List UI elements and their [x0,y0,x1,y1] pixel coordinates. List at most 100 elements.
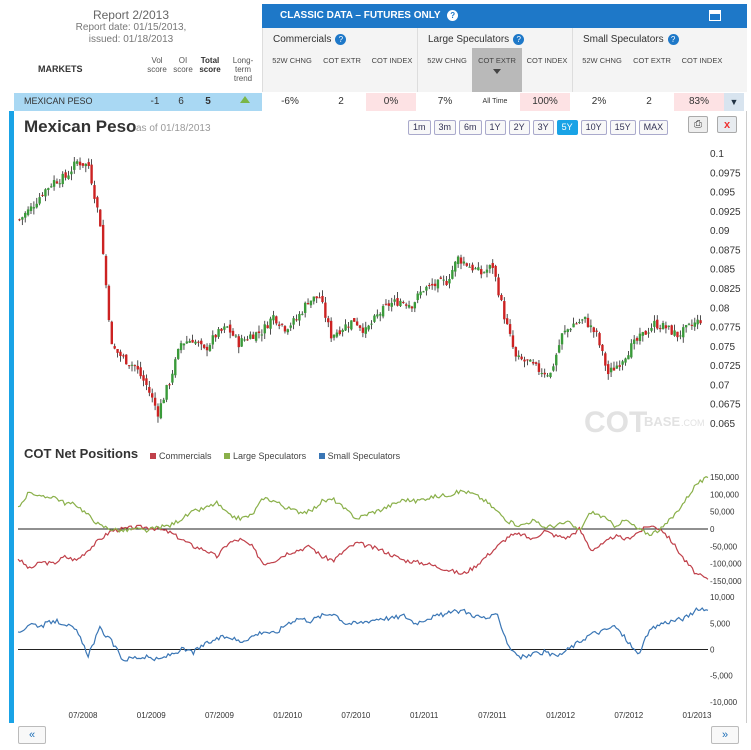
sub-52w-chng[interactable]: 52W CHNG [272,56,312,65]
range-button-6m[interactable]: 6m [459,120,482,135]
help-icon[interactable]: ? [447,10,459,21]
range-button-15y[interactable]: 15Y [609,120,636,135]
net-positions-legend: Commercials Large Speculators Small Spec… [148,451,408,461]
range-button-1m[interactable]: 1m [408,120,431,135]
vol-score: -1 [150,96,160,107]
help-icon[interactable]: ? [667,34,679,45]
candle-body [191,339,194,343]
watermark-cot: COT [584,406,647,439]
candle-body [101,224,105,254]
cot-xtick-label: 07/2010 [341,711,370,720]
candle-body [598,333,601,346]
sub-cot-extr[interactable]: COT EXTR [633,56,671,65]
print-icon[interactable] [709,10,721,21]
candle-body [555,354,558,366]
candle-body [324,302,327,318]
cot-ytick-label: -150,000 [710,577,742,586]
range-button-10y[interactable]: 10Y [580,120,607,135]
sub-cot-extr-selected[interactable]: COT EXTR [472,48,522,92]
price-ytick-label: 0.08 [710,303,730,314]
candle-body [171,373,174,383]
cot-xtick-label: 01/2011 [410,711,439,720]
candle-body [641,332,645,336]
candle-body [546,375,549,377]
price-ytick-label: 0.07 [710,380,730,391]
candle-body [81,163,85,166]
candle-body [185,341,189,344]
candle-body [474,268,477,270]
candle-body [494,265,497,277]
candle-body [670,325,673,335]
candle-body [638,333,642,342]
candle-body [252,334,255,339]
report-info: Report 2/2013 Report date: 01/15/2013, i… [0,0,262,52]
candle-body [246,339,249,341]
candle-body [635,337,639,341]
candle-body [275,316,278,324]
candle-body [159,403,163,419]
candle-body [277,324,281,326]
candle-body [142,375,145,381]
candle-body [529,359,532,362]
comm-cot-index: 0% [383,96,399,107]
sub-cot-index[interactable]: COT INDEX [526,56,568,65]
candle-body [321,295,324,303]
market-row[interactable]: MEXICAN PESO -1 6 5 -6% 2 0% 7% All Time… [0,93,747,111]
candle-body [379,314,382,316]
candle-body [329,320,333,339]
candle-body [145,378,148,386]
candle-body [104,256,108,286]
candle-body [205,346,209,351]
chart-print-button[interactable]: ⎙ [688,116,708,133]
candle-body [139,367,142,377]
cot-xtick-label: 07/2009 [205,711,234,720]
candle-body [609,367,613,373]
markets-column-header: MARKETS [38,64,83,74]
cot-ytick-label: 150,000 [710,473,739,482]
candle-body [560,333,564,345]
help-icon[interactable]: ? [335,34,347,45]
sub-cot-extr[interactable]: COT EXTR [323,56,361,65]
candle-body [335,332,339,337]
candle-body [543,372,546,375]
candle-body [508,324,512,334]
expand-row-button[interactable]: ▼ [724,93,744,111]
candle-body [428,285,431,287]
range-button-2y[interactable]: 2Y [508,120,530,135]
candle-body [592,327,595,333]
candle-body [419,291,422,296]
range-button-1y[interactable]: 1Y [484,120,506,135]
next-button[interactable]: » [711,726,739,744]
legend-small-speculators[interactable]: Small Speculators [317,451,400,461]
legend-large-speculators[interactable]: Large Speculators [222,451,306,461]
help-icon[interactable]: ? [513,34,525,45]
candle-body [413,302,417,309]
sub-cot-index[interactable]: COT INDEX [371,56,413,65]
prev-button[interactable]: « [18,726,46,744]
cot-xtick-label: 01/2010 [273,711,302,720]
sub-52w-chng[interactable]: 52W CHNG [582,56,622,65]
candle-body [165,385,168,400]
price-ytick-label: 0.0725 [710,361,741,372]
cot-ytick-label: 100,000 [710,490,739,499]
sub-52w-chng[interactable]: 52W CHNG [427,56,467,65]
candle-body [32,207,36,209]
range-button-3y[interactable]: 3Y [532,120,554,135]
legend-commercials[interactable]: Commercials [148,451,212,461]
small-52w-chng: 2% [591,96,607,107]
range-button-3m[interactable]: 3m [433,120,457,135]
candle-body [569,329,572,331]
range-button-5y[interactable]: 5Y [556,120,578,135]
range-button-max[interactable]: MAX [638,120,669,135]
candle-body [523,359,526,362]
candle-body [327,318,330,323]
sub-cot-index[interactable]: COT INDEX [681,56,723,65]
candle-body [459,257,463,264]
price-ytick-label: 0.075 [710,342,735,353]
price-ytick-label: 0.0775 [710,323,741,334]
candle-body [402,302,405,304]
candle-body [407,304,411,308]
market-name[interactable]: MEXICAN PESO [24,96,93,106]
chart-close-button[interactable]: x [717,116,737,133]
candle-body [220,328,223,331]
